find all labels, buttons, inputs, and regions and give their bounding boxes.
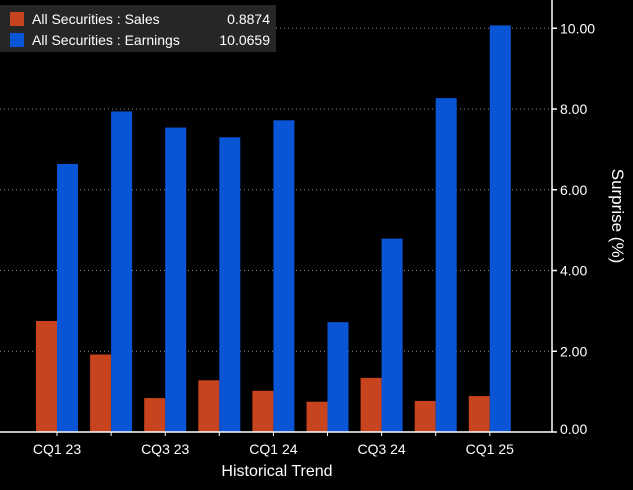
x-tick-label: CQ3 24 (357, 441, 405, 457)
legend-swatch-sales (10, 12, 24, 26)
bar-earnings (381, 238, 403, 432)
x-tick-label: CQ1 24 (249, 441, 297, 457)
y-tick-label: 0.00 (560, 421, 587, 437)
bar-sales (144, 398, 166, 432)
y-tick-label: 2.00 (560, 343, 587, 359)
legend-swatch-earnings (10, 33, 24, 47)
x-tick-label: CQ1 25 (466, 441, 514, 457)
bar-earnings (273, 120, 295, 432)
x-axis-title: Historical Trend (221, 463, 332, 480)
x-axis-ticks: CQ1 23 CQ3 23 CQ1 24 CQ3 24 CQ1 25 (33, 432, 514, 457)
bar-earnings (57, 163, 78, 432)
y-axis-title: Surprise (%) (608, 169, 627, 263)
legend: All Securities : Sales 0.8874 All Securi… (0, 5, 276, 52)
legend-value-sales: 0.8874 (227, 11, 270, 27)
bar-earnings (327, 322, 349, 432)
bar-sales (36, 320, 57, 432)
x-tick-label: CQ3 23 (141, 441, 189, 457)
y-axis-ticks: 0.00 2.00 4.00 6.00 8.00 10.00 (552, 20, 595, 437)
bar-marks (36, 25, 511, 433)
bar-sales (468, 396, 490, 432)
bar-earnings (219, 137, 241, 432)
legend-value-earnings: 10.0659 (219, 32, 270, 48)
bar-earnings (435, 98, 457, 433)
y-tick-label: 8.00 (560, 101, 587, 117)
y-tick-label: 4.00 (560, 263, 587, 279)
legend-label-earnings: All Securities : Earnings (32, 32, 180, 48)
bar-sales (252, 390, 274, 432)
bar-earnings (111, 111, 133, 433)
bar-sales (414, 400, 436, 432)
bar-sales (90, 354, 112, 432)
x-tick-label: CQ1 23 (33, 441, 81, 457)
legend-label-sales: All Securities : Sales (32, 11, 160, 27)
bar-earnings (165, 127, 187, 433)
bar-sales (360, 377, 382, 432)
y-tick-label: 10.00 (560, 20, 595, 36)
y-tick-label: 6.00 (560, 182, 587, 198)
bar-sales (198, 380, 220, 432)
legend-background (0, 5, 276, 52)
bar-earnings (489, 25, 511, 432)
bar-sales (306, 401, 328, 432)
